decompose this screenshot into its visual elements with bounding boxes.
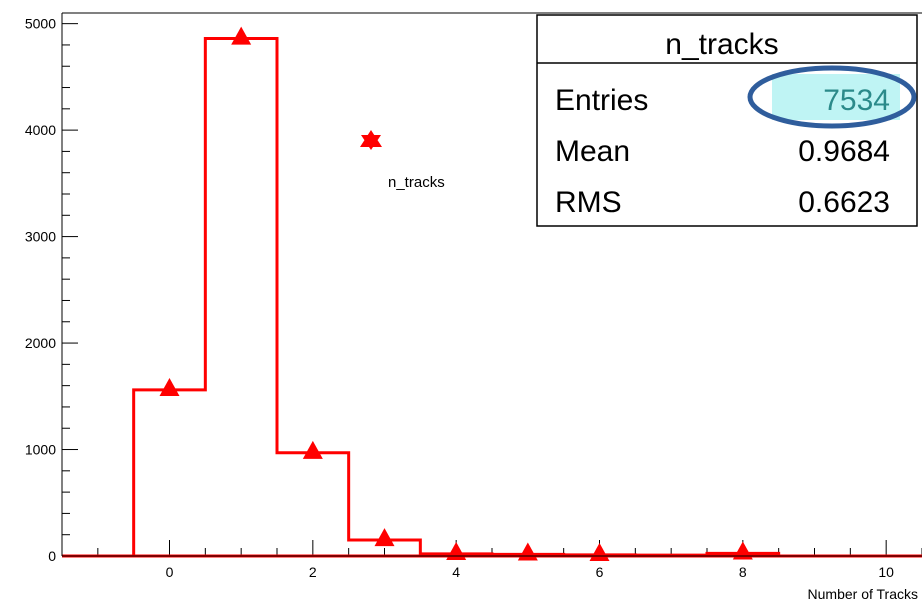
- entries-highlight: [772, 74, 900, 120]
- stats-box: n_tracks Entries 7534 Mean 0.9684 RMS 0.…: [536, 14, 918, 227]
- data-marker: [446, 541, 467, 560]
- x-tick-label: 6: [596, 564, 604, 580]
- y-axis-tick-labels: 0 1000 2000 3000 4000 5000: [25, 16, 56, 564]
- x-tick-label: 8: [739, 564, 747, 580]
- x-tick-label: 0: [166, 564, 174, 580]
- y-tick-label: 2000: [25, 335, 56, 351]
- legend-marker: [360, 130, 382, 150]
- data-marker: [374, 528, 395, 547]
- legend-label: n_tracks: [388, 174, 445, 191]
- data-marker: [589, 543, 610, 562]
- data-marker: [732, 541, 753, 560]
- y-tick-label: 5000: [25, 16, 56, 32]
- data-marker: [302, 440, 323, 459]
- x-tick-label: 10: [878, 564, 894, 580]
- stats-mean-value: 0.9684: [798, 135, 890, 168]
- legend: n_tracks: [360, 130, 445, 191]
- legend-marker-down: [361, 135, 381, 150]
- y-tick-label: 0: [48, 548, 56, 564]
- y-tick-label: 4000: [25, 122, 56, 138]
- stats-entries-value: 7534: [823, 84, 890, 117]
- x-tick-label: 2: [309, 564, 317, 580]
- y-tick-label: 3000: [25, 229, 56, 245]
- stats-mean-label: Mean: [555, 135, 630, 168]
- y-tick-label: 1000: [25, 442, 56, 458]
- stats-box-title: n_tracks: [665, 28, 778, 61]
- data-marker: [517, 542, 538, 561]
- stats-rms-label: RMS: [555, 186, 622, 219]
- x-axis-label: Number of Tracks: [808, 586, 918, 602]
- x-axis-tick-labels: 0 2 4 6 8 10: [166, 564, 895, 580]
- data-marker: [231, 26, 252, 45]
- entries-highlight-ring: [747, 65, 917, 129]
- stats-box-frame: [536, 14, 918, 227]
- stats-entries-label: Entries: [555, 84, 648, 117]
- data-marker: [159, 378, 180, 397]
- x-tick-label: 4: [452, 564, 460, 580]
- stats-rms-value: 0.6623: [798, 186, 890, 219]
